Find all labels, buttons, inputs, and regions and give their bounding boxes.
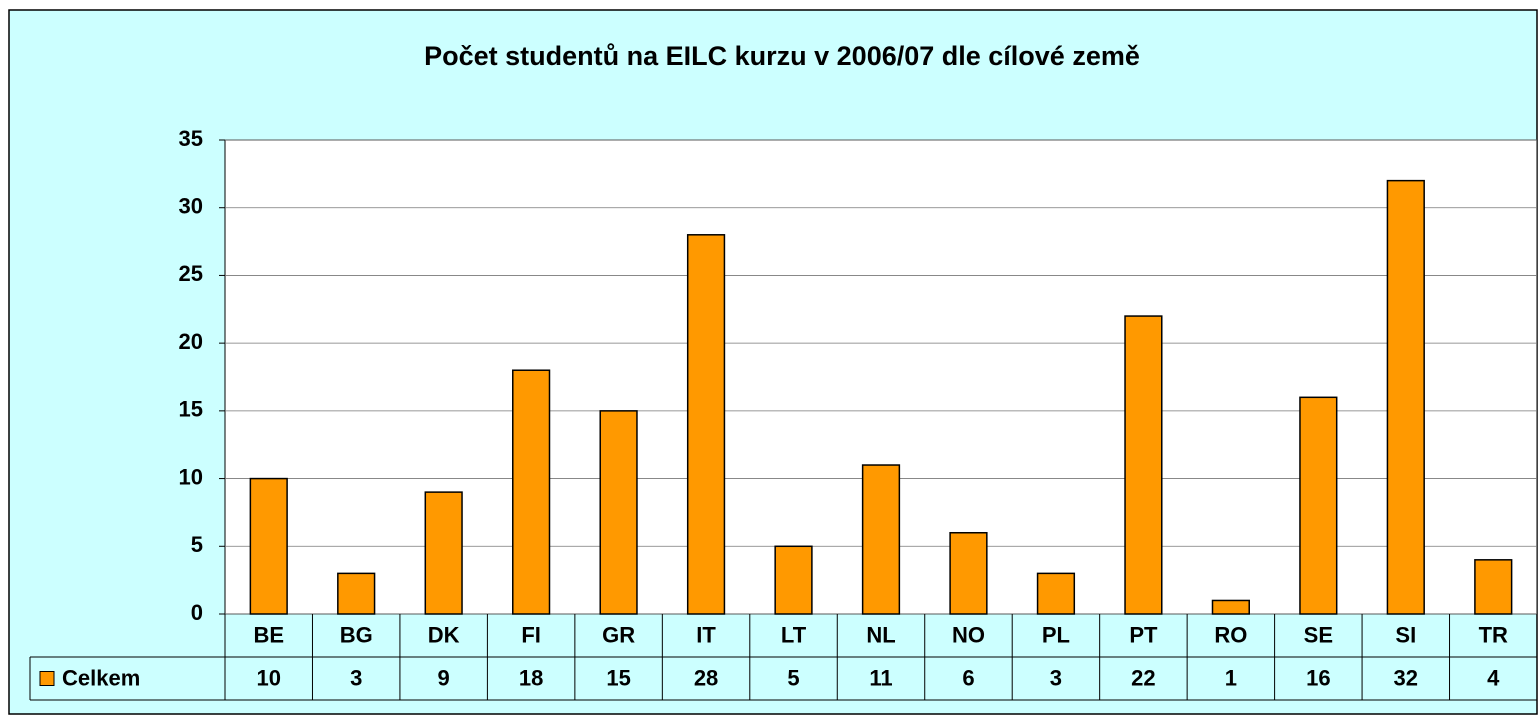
x-tick-label: GR bbox=[602, 622, 635, 647]
bar bbox=[861, 464, 901, 615]
y-tick-label: 35 bbox=[179, 126, 203, 151]
bar bbox=[686, 234, 726, 615]
bar bbox=[949, 531, 988, 615]
x-tick-label: SI bbox=[1395, 622, 1416, 647]
y-tick-label: 25 bbox=[179, 261, 203, 286]
table-value: 6 bbox=[962, 665, 974, 690]
x-tick-label: LT bbox=[781, 622, 807, 647]
x-tick-label: BE bbox=[253, 622, 284, 647]
y-tick-label: 30 bbox=[179, 194, 203, 219]
table-value: 15 bbox=[606, 665, 630, 690]
y-tick-label: 0 bbox=[191, 600, 203, 625]
legend-key bbox=[39, 671, 55, 686]
y-tick-label: 20 bbox=[179, 329, 203, 354]
x-tick-label: PL bbox=[1042, 622, 1070, 647]
x-tick-label: IT bbox=[696, 622, 716, 647]
table-value: 10 bbox=[256, 665, 280, 690]
bar bbox=[424, 491, 463, 615]
x-tick-label: DK bbox=[428, 622, 460, 647]
table-value: 9 bbox=[438, 665, 450, 690]
table-value: 5 bbox=[787, 665, 799, 690]
marks bbox=[249, 179, 1513, 615]
x-tick-label: NL bbox=[866, 622, 895, 647]
y-tick-label: 10 bbox=[179, 464, 203, 489]
bar bbox=[1299, 396, 1338, 615]
bar bbox=[1036, 572, 1076, 615]
x-tick-label: BG bbox=[340, 622, 373, 647]
legend-label: Celkem bbox=[62, 665, 140, 690]
x-tick-label: TR bbox=[1479, 622, 1508, 647]
table-value: 3 bbox=[350, 665, 362, 690]
bar bbox=[512, 369, 551, 615]
table-value: 32 bbox=[1394, 665, 1418, 690]
bar bbox=[599, 410, 638, 615]
table-value: 28 bbox=[694, 665, 718, 690]
table-value: 16 bbox=[1306, 665, 1330, 690]
chart-title: Počet studentů na EILC kurzu v 2006/07 d… bbox=[424, 41, 1140, 71]
table-value: 1 bbox=[1225, 665, 1237, 690]
bar bbox=[1386, 179, 1425, 615]
bar bbox=[1474, 559, 1513, 615]
table-value: 11 bbox=[869, 665, 892, 690]
bar bbox=[249, 477, 288, 615]
y-tick-label: 15 bbox=[179, 397, 203, 422]
x-tick-label: RO bbox=[1214, 622, 1247, 647]
x-tick-label: PT bbox=[1129, 622, 1158, 647]
y-tick-label: 5 bbox=[191, 532, 203, 557]
table-value: 3 bbox=[1050, 665, 1062, 690]
x-tick-label: SE bbox=[1304, 622, 1333, 647]
bar bbox=[774, 545, 813, 615]
table-value: 4 bbox=[1487, 665, 1500, 690]
table-value: 18 bbox=[519, 665, 543, 690]
bar bbox=[1211, 599, 1250, 615]
bar bbox=[337, 572, 376, 615]
bar bbox=[1124, 315, 1163, 615]
x-tick-label: FI bbox=[521, 622, 541, 647]
table-value: 22 bbox=[1131, 665, 1155, 690]
x-tick-label: NO bbox=[952, 622, 985, 647]
